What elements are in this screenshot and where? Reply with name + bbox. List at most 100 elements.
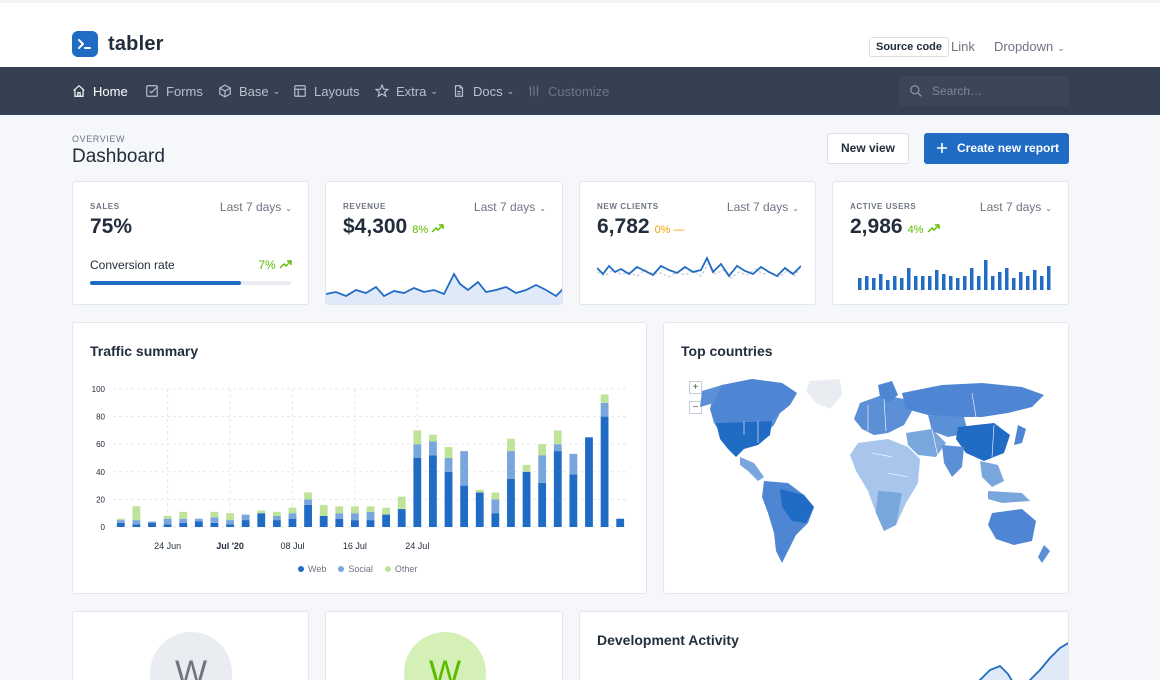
bar-web[interactable]: [600, 416, 609, 527]
bar-other[interactable]: [475, 489, 484, 493]
bar-other[interactable]: [491, 492, 500, 500]
bar-social[interactable]: [335, 513, 344, 519]
bar-web[interactable]: [304, 504, 312, 527]
nav-item-docs[interactable]: Docs ⌄: [452, 67, 514, 115]
bar-web[interactable]: [257, 513, 266, 527]
bar-web[interactable]: [553, 451, 562, 527]
bar-other[interactable]: [116, 518, 125, 521]
avatar[interactable]: W: [150, 632, 232, 680]
bar-social[interactable]: [491, 499, 500, 514]
search-box[interactable]: [899, 76, 1069, 106]
create-report-button[interactable]: Create new report: [924, 133, 1069, 164]
bar-web[interactable]: [272, 520, 281, 527]
bar-other[interactable]: [288, 507, 297, 514]
bar-web[interactable]: [382, 514, 391, 527]
bar-social[interactable]: [210, 517, 219, 523]
bar-web[interactable]: [507, 478, 515, 527]
bar-other[interactable]: [553, 430, 562, 445]
avatar[interactable]: W: [404, 632, 486, 680]
bar-web[interactable]: [585, 437, 593, 527]
bar-web[interactable]: [491, 513, 500, 527]
bar-other[interactable]: [179, 511, 188, 519]
bar-web[interactable]: [366, 520, 375, 527]
bar-social[interactable]: [429, 441, 437, 456]
bar-social[interactable]: [116, 520, 125, 523]
bar-web[interactable]: [413, 458, 422, 527]
bar-social[interactable]: [179, 518, 188, 523]
bar-other[interactable]: [226, 513, 234, 521]
bar-other[interactable]: [366, 506, 375, 512]
bar-other[interactable]: [444, 446, 453, 458]
bar-web[interactable]: [522, 471, 531, 527]
bar-social[interactable]: [272, 515, 281, 521]
bar-other[interactable]: [319, 504, 328, 516]
bar-social[interactable]: [226, 520, 234, 525]
bar-web[interactable]: [475, 492, 484, 528]
bar-social[interactable]: [569, 453, 578, 475]
bar-other[interactable]: [413, 430, 422, 445]
bar-web[interactable]: [241, 520, 250, 527]
bar-other[interactable]: [350, 506, 359, 514]
bar-social[interactable]: [460, 451, 469, 486]
bar-web[interactable]: [319, 515, 328, 527]
bar-social[interactable]: [507, 451, 515, 479]
bar-web[interactable]: [616, 518, 625, 527]
period-dropdown[interactable]: Last 7 days ⌄: [474, 200, 546, 214]
new-view-button[interactable]: New view: [827, 133, 909, 164]
bar-social[interactable]: [538, 455, 547, 483]
tabler-logo-icon[interactable]: [72, 31, 98, 57]
bar-other[interactable]: [382, 507, 391, 515]
bar-other[interactable]: [335, 506, 344, 514]
bar-web[interactable]: [132, 524, 141, 527]
search-input[interactable]: [932, 82, 1060, 100]
bar-social[interactable]: [600, 402, 609, 417]
zoom-in-button[interactable]: +: [689, 381, 702, 394]
bar-social[interactable]: [304, 499, 312, 505]
world-map[interactable]: [692, 373, 1052, 573]
bar-social[interactable]: [148, 521, 156, 523]
nav-item-forms[interactable]: Forms: [145, 67, 203, 115]
bar-web[interactable]: [569, 474, 578, 527]
zoom-out-button[interactable]: −: [689, 401, 702, 414]
bar-web[interactable]: [350, 520, 359, 527]
header-link[interactable]: Link: [951, 39, 975, 54]
bar-social[interactable]: [350, 513, 359, 521]
bar-other[interactable]: [507, 438, 515, 452]
period-dropdown[interactable]: Last 7 days ⌄: [220, 200, 292, 214]
bar-web[interactable]: [444, 471, 453, 527]
bar-web[interactable]: [397, 509, 406, 527]
bar-web[interactable]: [163, 524, 172, 527]
bar-other[interactable]: [210, 511, 219, 518]
period-dropdown[interactable]: Last 7 days ⌄: [980, 200, 1052, 214]
bar-web[interactable]: [429, 455, 437, 527]
nav-item-home[interactable]: Home: [72, 67, 128, 115]
bar-social[interactable]: [194, 518, 203, 522]
bar-social[interactable]: [288, 513, 297, 519]
bar-social[interactable]: [413, 444, 422, 458]
nav-item-base[interactable]: Base ⌄: [218, 67, 280, 115]
header-dropdown[interactable]: Dropdown ⌄: [994, 39, 1065, 54]
bar-web[interactable]: [210, 522, 219, 527]
bar-other[interactable]: [304, 492, 312, 500]
bar-web[interactable]: [116, 522, 125, 527]
bar-other[interactable]: [538, 444, 547, 456]
bar-web[interactable]: [226, 524, 234, 527]
source-code-button[interactable]: Source code: [869, 37, 950, 57]
bar-web[interactable]: [179, 522, 188, 527]
bar-other[interactable]: [397, 496, 406, 510]
period-dropdown[interactable]: Last 7 days ⌄: [727, 200, 799, 214]
bar-web[interactable]: [460, 485, 469, 527]
bar-social[interactable]: [444, 458, 453, 472]
bar-web[interactable]: [194, 521, 203, 527]
bar-other[interactable]: [272, 511, 281, 516]
bar-other[interactable]: [163, 515, 172, 519]
bar-social[interactable]: [366, 511, 375, 521]
bar-web[interactable]: [538, 482, 547, 527]
bar-social[interactable]: [132, 520, 141, 525]
nav-item-extra[interactable]: Extra ⌄: [375, 67, 438, 115]
bar-web[interactable]: [288, 518, 297, 527]
bar-social[interactable]: [163, 518, 172, 525]
bar-other[interactable]: [257, 510, 266, 514]
bar-web[interactable]: [335, 518, 344, 527]
bar-social[interactable]: [241, 514, 250, 521]
